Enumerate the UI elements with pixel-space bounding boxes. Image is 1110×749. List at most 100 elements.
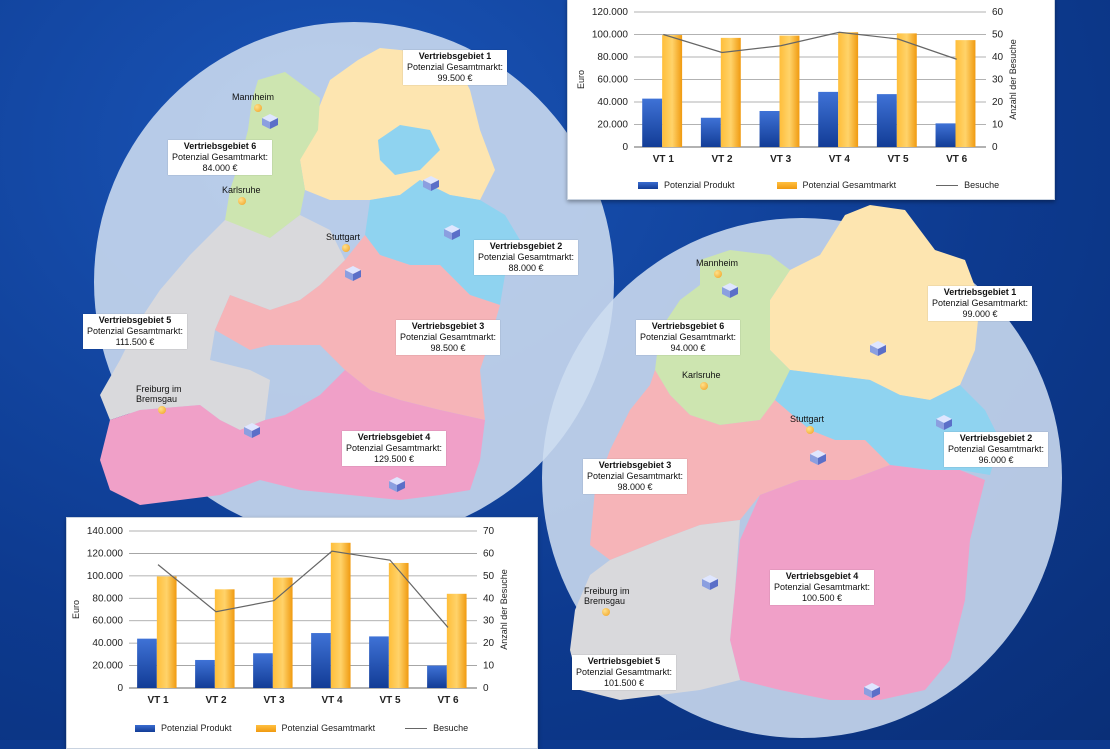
x-tick-label: VT 4 <box>829 154 851 165</box>
legend-swatch-gesamtmarkt <box>255 724 276 732</box>
location-cube-icon <box>423 176 439 191</box>
y2-tick-label: 70 <box>483 526 495 537</box>
legend-item-besuche: Besuche <box>936 180 999 190</box>
region-vg3-left-isle <box>378 125 440 175</box>
y-tick-label: 100.000 <box>592 30 629 41</box>
city-stuttgart: Stuttgart <box>326 232 360 252</box>
map-right-regions <box>570 205 1000 700</box>
bar-potenzial-produkt <box>137 638 157 688</box>
region-label-vg1: Vertriebsgebiet 1 Potenzial Gesamtmarkt: 9… <box>403 50 508 85</box>
region-vg3-right <box>590 370 890 560</box>
city-karlsruhe-right: Karlsruhe <box>682 370 721 390</box>
bar-potenzial-gesamtmarkt <box>720 37 741 147</box>
location-cube-icon <box>345 266 361 281</box>
legend-item-produkt: Potenzial Produkt <box>638 180 735 190</box>
y-tick-label: 40.000 <box>597 97 628 108</box>
y2-tick-label: 60 <box>483 548 495 559</box>
x-tick-label: VT 6 <box>946 154 968 165</box>
legend-item-gesamtmarkt: Potenzial Gesamtmarkt <box>255 723 375 733</box>
line-besuche <box>663 31 957 60</box>
location-cube-icon <box>722 283 738 298</box>
city-marker-icon <box>806 426 814 434</box>
y2-tick-label: 40 <box>992 52 1004 63</box>
y2-tick-label: 20 <box>992 97 1004 108</box>
city-freiburg: Freiburg im Bremsgau <box>136 384 182 414</box>
city-marker-icon <box>714 270 722 278</box>
y2-tick-label: 50 <box>992 30 1004 41</box>
region-label-vg3-right: Vertriebsgebiet 3 Potenzial Gesamtmarkt: 9… <box>583 459 688 494</box>
city-freiburg-right: Freiburg im Bremsgau <box>584 586 630 616</box>
city-marker-icon <box>238 197 246 205</box>
x-tick-label: VT 3 <box>770 154 792 165</box>
location-cube-icon <box>444 225 460 240</box>
region-vg1-right <box>770 205 980 400</box>
y2-tick-label: 50 <box>483 571 495 582</box>
region-vg5-left <box>100 215 345 430</box>
legend-swatch-produkt <box>135 724 155 732</box>
bar-potenzial-gesamtmarkt <box>838 32 859 147</box>
bar-potenzial-gesamtmarkt <box>955 40 976 147</box>
location-cube-icon <box>702 575 718 590</box>
region-vg3-left <box>215 235 500 420</box>
legend-item-produkt: Potenzial Produkt <box>135 723 232 733</box>
y-axis-label: Euro <box>71 600 81 619</box>
bar-potenzial-produkt <box>935 123 956 147</box>
region-label-vg6: Vertriebsgebiet 6 Potenzial Gesamtmarkt: 8… <box>168 140 273 175</box>
bar-potenzial-produkt <box>427 665 447 688</box>
chart-panel-top: 0 0 20.000 10 40.000 20 60.000 30 80.000 40 100.00… <box>567 0 1055 200</box>
bar-potenzial-produkt <box>642 98 663 147</box>
region-label-vg5-right: Vertriebsgebiet 5 Potenzial Gesamtmarkt: 1… <box>572 655 677 690</box>
city-marker-icon <box>700 382 708 390</box>
bar-potenzial-gesamtmarkt <box>662 35 683 147</box>
y2-tick-label: 0 <box>483 683 489 694</box>
x-tick-label: VT 5 <box>887 154 909 165</box>
location-cube-icon <box>810 450 826 465</box>
x-tick-label: VT 5 <box>379 695 401 706</box>
city-karlsruhe: Karlsruhe <box>222 185 261 205</box>
bar-potenzial-produkt <box>700 117 721 147</box>
y-tick-label: 80.000 <box>92 593 123 604</box>
bar-potenzial-gesamtmarkt <box>446 593 467 688</box>
y2-tick-label: 10 <box>992 120 1004 131</box>
region-label-vg4: Vertriebsgebiet 4 Potenzial Gesamtmarkt: 1… <box>342 431 447 466</box>
y2-tick-label: 0 <box>992 142 998 153</box>
y2-axis-label: Anzahl der Besuche <box>499 569 509 650</box>
x-tick-label: VT 3 <box>263 695 285 706</box>
bar-potenzial-produkt <box>253 653 273 688</box>
bar-potenzial-produkt <box>759 111 780 147</box>
bar-potenzial-gesamtmarkt <box>388 562 409 688</box>
region-label-vg2: Vertriebsgebiet 2 Potenzial Gesamtmarkt: 8… <box>474 240 579 275</box>
bar-potenzial-produkt <box>876 94 897 147</box>
location-cube-icon <box>870 341 886 356</box>
bar-potenzial-gesamtmarkt <box>779 35 800 147</box>
city-mannheim-right: Mannheim <box>696 258 738 278</box>
region-label-vg4-right: Vertriebsgebiet 4 Potenzial Gesamtmarkt: 1… <box>770 570 875 605</box>
chart-legend-bottom: Potenzial Produkt Potenzial Gesamtmarkt … <box>135 723 468 733</box>
region-label-vg5: Vertriebsgebiet 5 Potenzial Gesamtmarkt: 1… <box>83 314 188 349</box>
region-vg6-left <box>225 72 320 240</box>
y-tick-label: 20.000 <box>597 120 628 131</box>
legend-swatch-gesamtmarkt <box>776 181 797 189</box>
location-cube-icon <box>244 423 260 438</box>
y-tick-label: 0 <box>622 142 628 153</box>
city-marker-icon <box>602 608 610 616</box>
y2-axis-label: Anzahl der Besuche <box>1008 39 1018 120</box>
chart-top: 0 0 20.000 10 40.000 20 60.000 30 80.000 40 100.00… <box>576 7 1018 165</box>
x-tick-label: VT 1 <box>147 695 169 706</box>
y-tick-label: 60.000 <box>92 616 123 627</box>
bar-potenzial-gesamtmarkt <box>272 577 293 688</box>
city-stuttgart-right: Stuttgart <box>790 414 824 434</box>
y-tick-label: 20.000 <box>92 661 123 672</box>
legend-swatch-produkt <box>638 181 658 189</box>
y-tick-label: 100.000 <box>87 571 124 582</box>
y-tick-label: 140.000 <box>87 526 124 537</box>
y-tick-label: 60.000 <box>597 75 628 86</box>
bar-potenzial-gesamtmarkt <box>330 542 351 688</box>
bar-potenzial-produkt <box>369 636 389 688</box>
x-tick-label: VT 6 <box>437 695 459 706</box>
y2-tick-label: 60 <box>992 7 1004 18</box>
x-tick-label: VT 1 <box>653 154 675 165</box>
city-marker-icon <box>158 406 166 414</box>
legend-line-besuche <box>936 184 959 186</box>
